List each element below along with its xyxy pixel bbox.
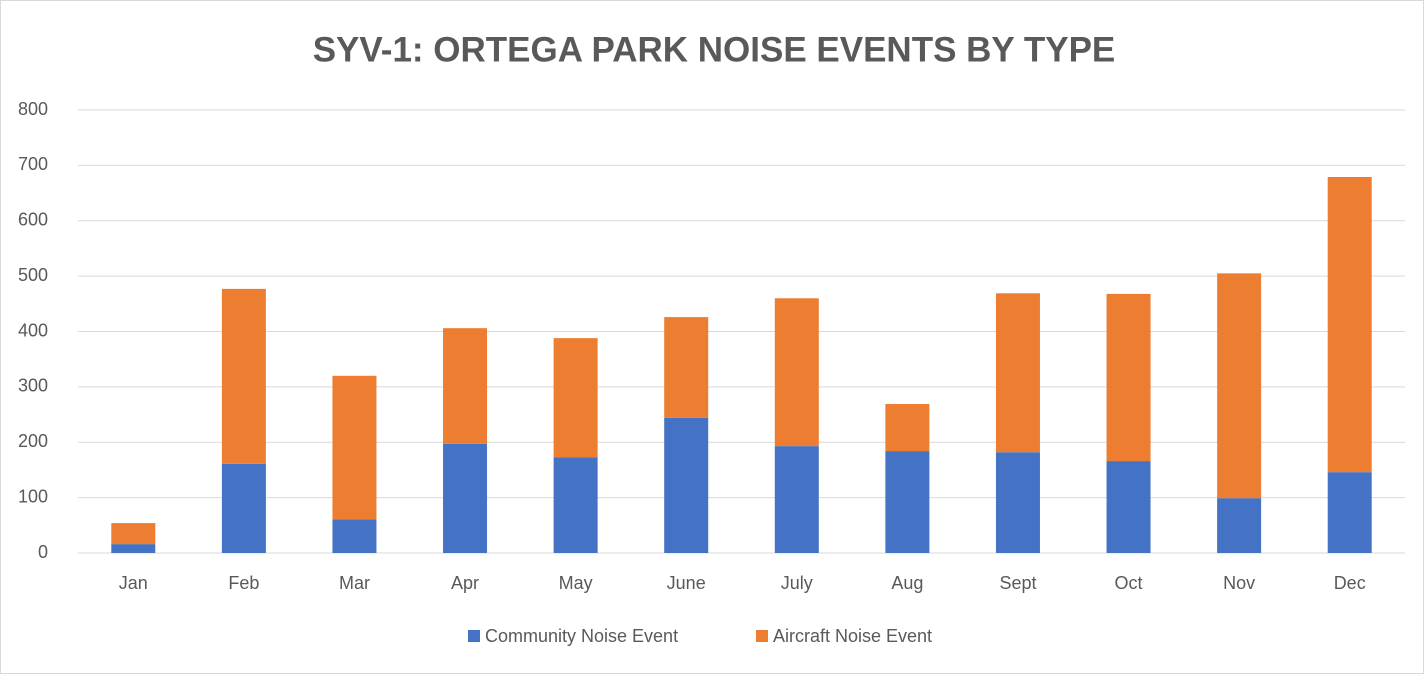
x-tick-label: July bbox=[781, 573, 813, 593]
y-tick-label: 700 bbox=[18, 154, 48, 174]
x-tick-label: Jan bbox=[119, 573, 148, 593]
bar-segment bbox=[553, 457, 598, 553]
bar-segment bbox=[774, 446, 819, 553]
y-tick-label: 300 bbox=[18, 376, 48, 396]
bar-segment bbox=[221, 463, 266, 553]
y-tick-label: 200 bbox=[18, 431, 48, 451]
x-tick-label: May bbox=[559, 573, 593, 593]
legend-label: Community Noise Event bbox=[485, 626, 678, 646]
bar-segment bbox=[1217, 498, 1262, 553]
bar-segment bbox=[1217, 273, 1262, 499]
bar-segment bbox=[1327, 472, 1372, 553]
bar-segment bbox=[1106, 293, 1151, 462]
bar-segment bbox=[1327, 177, 1372, 473]
bar-segment bbox=[221, 288, 266, 464]
bar-segment bbox=[995, 293, 1040, 453]
legend-swatch bbox=[468, 630, 480, 642]
bar-segment bbox=[553, 338, 598, 458]
bar-segment bbox=[111, 523, 156, 545]
x-tick-label: June bbox=[667, 573, 706, 593]
x-tick-label: Aug bbox=[891, 573, 923, 593]
bar-segment bbox=[664, 317, 709, 418]
bar-segment bbox=[443, 443, 488, 553]
bar-segment bbox=[332, 375, 377, 520]
bar-segment bbox=[885, 404, 930, 452]
bar-segment bbox=[332, 519, 377, 553]
y-tick-label: 400 bbox=[18, 320, 48, 340]
x-tick-label: Apr bbox=[451, 573, 479, 593]
chart-title: SYV-1: ORTEGA PARK NOISE EVENTS BY TYPE bbox=[313, 30, 1116, 69]
bar-segment bbox=[885, 451, 930, 553]
legend-label: Aircraft Noise Event bbox=[773, 626, 932, 646]
y-tick-label: 500 bbox=[18, 265, 48, 285]
bar-segment bbox=[111, 544, 156, 553]
bar-segment bbox=[443, 328, 488, 444]
x-tick-label: Feb bbox=[228, 573, 259, 593]
x-tick-label: Dec bbox=[1334, 573, 1366, 593]
x-tick-label: Sept bbox=[999, 573, 1036, 593]
bar-segment bbox=[664, 417, 709, 553]
x-tick-label: Mar bbox=[339, 573, 370, 593]
y-tick-label: 0 bbox=[38, 542, 48, 562]
bar-segment bbox=[995, 452, 1040, 553]
bar-segment bbox=[774, 298, 819, 447]
y-tick-label: 800 bbox=[18, 99, 48, 119]
y-tick-label: 100 bbox=[18, 486, 48, 506]
x-tick-label: Oct bbox=[1115, 573, 1143, 593]
x-tick-label: Nov bbox=[1223, 573, 1255, 593]
y-tick-label: 600 bbox=[18, 210, 48, 230]
bar-segment bbox=[1106, 461, 1151, 553]
legend-swatch bbox=[756, 630, 768, 642]
